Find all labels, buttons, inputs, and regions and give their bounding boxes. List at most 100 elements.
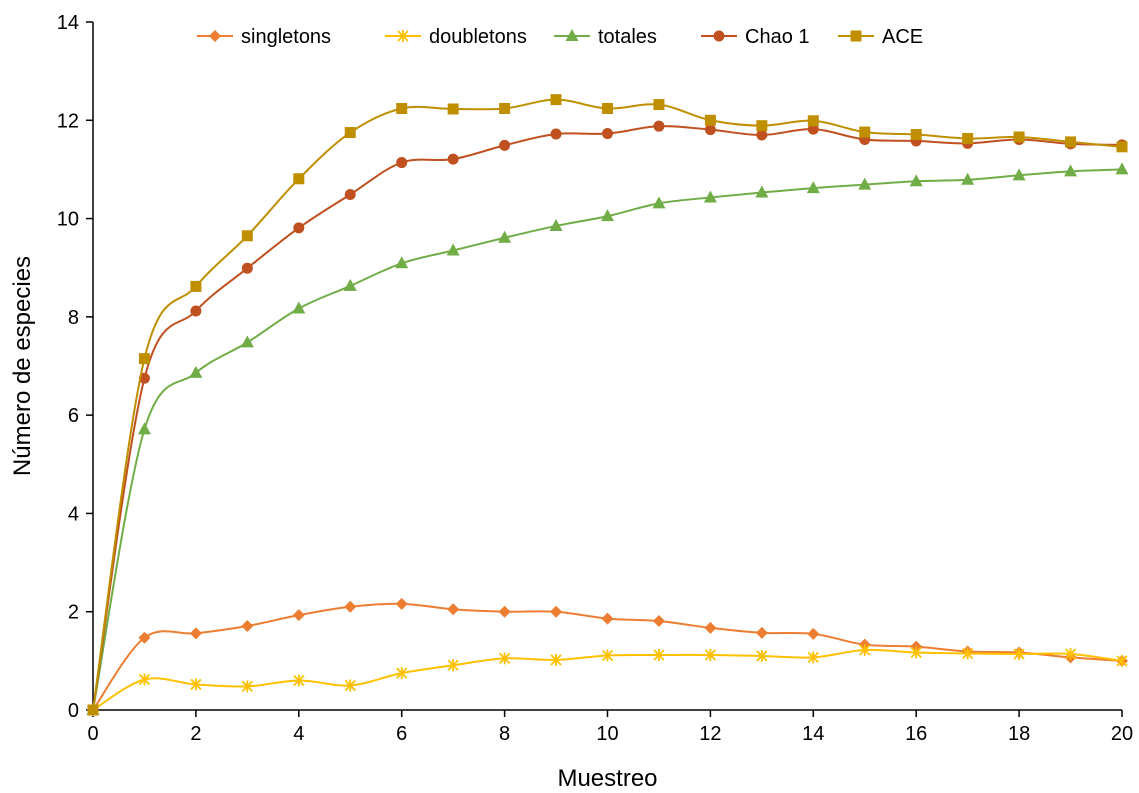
data-point [395, 597, 408, 610]
data-point [1064, 647, 1077, 660]
data-point [1012, 168, 1026, 181]
series-doubletons [87, 644, 1128, 716]
data-point [1013, 131, 1025, 143]
data-point [292, 609, 305, 622]
data-point [190, 678, 202, 691]
x-tick-label: 8 [499, 723, 510, 745]
legend-marker [209, 30, 221, 42]
data-point [396, 102, 408, 114]
data-point [344, 679, 356, 692]
legend-label: Chao 1 [745, 26, 810, 48]
data-point [241, 262, 253, 274]
data-point [807, 123, 819, 135]
x-axis-title: Muestreo [557, 765, 657, 792]
data-point [756, 649, 768, 662]
data-point [962, 647, 974, 660]
data-point [138, 673, 151, 686]
data-point [344, 127, 356, 139]
data-point [447, 103, 459, 115]
x-tick-label: 2 [190, 723, 201, 745]
x-tick-label: 12 [699, 723, 721, 745]
data-point [344, 188, 356, 200]
data-point [1065, 136, 1077, 148]
data-point [87, 704, 99, 716]
data-point [859, 644, 871, 657]
data-point [756, 120, 768, 132]
data-point [343, 278, 357, 291]
legend-label: totales [598, 26, 657, 48]
data-point [344, 600, 357, 613]
data-point [1116, 654, 1128, 667]
data-point [703, 190, 717, 203]
data-point [704, 648, 717, 661]
data-point [1115, 162, 1129, 175]
y-tick-label: 8 [68, 307, 79, 329]
legend-label: singletons [241, 26, 331, 48]
series-group [86, 94, 1129, 716]
data-point [447, 153, 459, 165]
legend-label: doubletons [429, 26, 527, 48]
data-point [447, 659, 459, 672]
data-point [602, 102, 613, 114]
data-point [653, 120, 665, 132]
data-point [549, 218, 563, 231]
legend: singletons doubletons totales Chao 1 ACE [197, 26, 923, 48]
data-point [190, 305, 202, 317]
x-tick-label: 18 [1008, 723, 1030, 745]
y-tick-label: 2 [68, 602, 79, 624]
y-tick-label: 14 [57, 12, 79, 34]
data-point [293, 173, 305, 185]
data-point [807, 115, 819, 127]
y-tick-label: 4 [68, 503, 79, 525]
data-point [550, 94, 562, 106]
data-point [806, 181, 820, 194]
data-point [807, 627, 820, 640]
series-line [92, 125, 1123, 711]
data-point [704, 124, 716, 136]
legend-label: ACE [882, 26, 923, 48]
data-point [910, 129, 922, 141]
data-point [601, 612, 614, 625]
legend-marker [397, 30, 409, 42]
x-tick-label: 4 [293, 723, 304, 745]
data-point [189, 627, 202, 640]
x-tick-label: 0 [87, 723, 98, 745]
data-point [1064, 164, 1078, 177]
data-point [653, 648, 665, 661]
series-ace [87, 94, 1128, 716]
data-point [138, 353, 150, 365]
data-point [858, 177, 872, 190]
data-point [704, 114, 716, 126]
data-point [498, 605, 511, 618]
data-point [293, 222, 305, 234]
data-point [961, 172, 975, 185]
data-point [909, 174, 923, 187]
data-point [241, 230, 253, 242]
y-axis-title: Número de especies [9, 256, 36, 476]
data-point [704, 621, 717, 634]
data-point [859, 126, 871, 138]
data-point [137, 422, 151, 435]
x-tick-label: 10 [596, 723, 618, 745]
data-point [498, 230, 512, 243]
y-tick-label: 0 [68, 700, 79, 722]
series-totales [86, 162, 1129, 715]
data-point [652, 196, 666, 209]
data-point [962, 132, 974, 144]
legend-marker [565, 29, 579, 41]
data-point [910, 646, 922, 659]
data-point [189, 365, 203, 378]
legend-item: Chao 1 [701, 26, 810, 48]
data-point [601, 209, 614, 222]
data-point [499, 102, 511, 114]
legend-marker [850, 30, 862, 42]
data-point [807, 651, 819, 664]
legend-marker [713, 30, 725, 42]
data-point [601, 649, 614, 662]
data-point [240, 335, 254, 348]
x-tick-label: 20 [1111, 723, 1133, 745]
data-point [292, 301, 306, 314]
data-point [653, 99, 665, 111]
